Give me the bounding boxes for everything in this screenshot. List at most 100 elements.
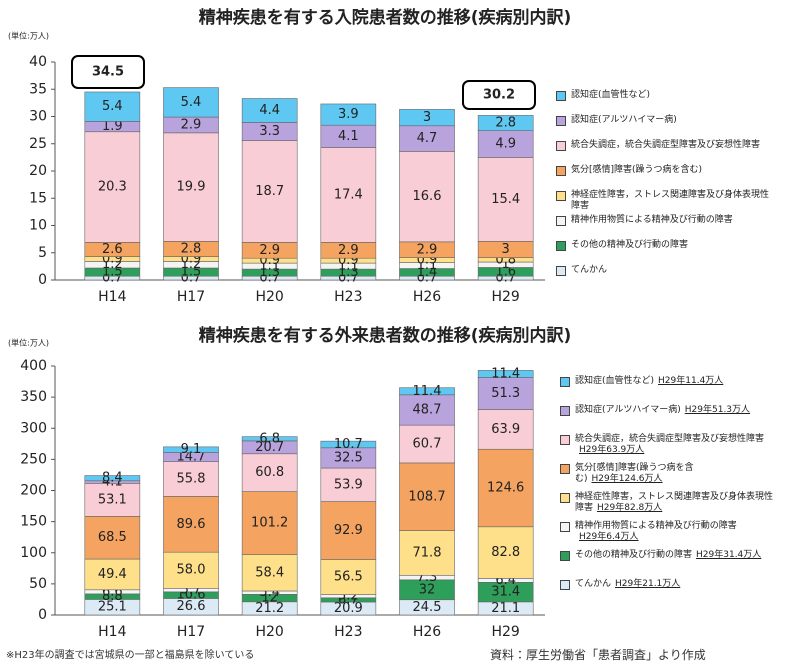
value-label: 3 xyxy=(502,242,510,257)
value-label: 20.7 xyxy=(255,440,284,455)
legend-note: H29年6.4万人 xyxy=(579,532,639,542)
value-label: 3.3 xyxy=(259,124,280,139)
legend-swatch xyxy=(560,377,570,387)
legend-note: H29年124.6万人 xyxy=(591,474,663,484)
value-label: 1.5 xyxy=(181,265,202,280)
bar-segment xyxy=(163,551,219,589)
legend-entry: 精神作用物質による精神及び行動の障害H29年6.4万人 xyxy=(560,521,780,543)
value-label: 3.9 xyxy=(338,107,359,122)
bar-segment xyxy=(241,98,298,123)
legend-note: H29年11.4万人 xyxy=(658,376,724,386)
legend-label: 統合失調症，統合失調症型障害及び妄想性障害 xyxy=(575,434,765,444)
y-axis-unit: (単位:万人) xyxy=(8,338,49,348)
legend-text-group: 精神作用物質による精神及び行動の障害H29年6.4万人 xyxy=(575,521,780,543)
legend-text-group: 神経症性障害，ストレス関連障害及び身体表現性障害 xyxy=(571,190,776,212)
x-tick-label: H17 xyxy=(177,624,205,640)
footnote: ※H23年の調査では宮城県の一部と福島県を除いている xyxy=(6,650,255,661)
value-label: 2.6 xyxy=(102,242,123,257)
value-label: 4.1 xyxy=(338,129,359,144)
annotation-box xyxy=(71,55,145,89)
value-label: 82.8 xyxy=(491,545,520,560)
value-label: 2.8 xyxy=(495,116,516,131)
value-label: 14.7 xyxy=(177,450,206,465)
value-label: 20.3 xyxy=(98,180,127,195)
value-label: 26.6 xyxy=(177,599,206,614)
legend-text-group: てんかん H29年21.1万人 xyxy=(575,579,680,590)
bar-segment xyxy=(241,436,298,442)
value-label: 31.4 xyxy=(491,585,520,600)
value-label: 89.6 xyxy=(177,517,206,532)
value-label: 2.8 xyxy=(181,241,202,256)
y-tick-label: 0 xyxy=(38,272,47,288)
value-label: 25.1 xyxy=(98,600,127,615)
bar-segment xyxy=(84,516,141,560)
legend-swatch xyxy=(556,141,566,151)
y-axis-unit: (単位:万人) xyxy=(8,31,49,41)
legend-note: H29年63.9万人 xyxy=(579,445,645,455)
bar-segment xyxy=(399,125,455,152)
legend-swatch xyxy=(560,522,570,532)
bar-segment xyxy=(241,554,298,592)
y-tick-label: 40 xyxy=(29,54,47,70)
value-label: 58.4 xyxy=(255,565,284,580)
value-label: 60.8 xyxy=(255,465,284,480)
legend-swatch xyxy=(560,464,570,474)
value-label: 20.9 xyxy=(334,601,363,616)
value-label: 15.4 xyxy=(491,192,520,207)
y-tick-label: 400 xyxy=(20,358,47,374)
value-label: 9.1 xyxy=(181,442,202,457)
value-label: 51.3 xyxy=(491,386,520,401)
legend-text-group: 認知症(血管性など) xyxy=(571,90,650,101)
legend-entry: てんかん H29年21.1万人 xyxy=(560,579,780,590)
value-label: 68.5 xyxy=(98,530,127,545)
value-label: 2.9 xyxy=(259,243,280,258)
legend-entry: 神経症性障害，ストレス関連障害及び身体表現性障害 H29年82.8万人 xyxy=(560,492,780,514)
value-label: 21.1 xyxy=(491,601,520,616)
legend-label: その他の精神及び行動の障害 xyxy=(571,240,689,250)
legend-entry: てんかん xyxy=(556,265,776,276)
x-tick-label: H26 xyxy=(413,289,441,305)
x-tick-label: H26 xyxy=(413,624,441,640)
legend-text-group: その他の精神及び行動の障害 xyxy=(571,240,688,251)
y-tick-label: 25 xyxy=(29,136,47,152)
value-label: 18.7 xyxy=(255,184,284,199)
bar-segment xyxy=(84,483,141,517)
legend-note: H29年21.1万人 xyxy=(615,579,681,589)
y-tick-label: 300 xyxy=(20,420,47,436)
legend-label: 認知症(アルツハイマー病) xyxy=(571,115,677,125)
y-tick-label: 5 xyxy=(38,245,47,261)
bar-segment xyxy=(163,496,219,553)
legend-label: 精神作用物質による精神及び行動の障害 xyxy=(575,521,737,531)
bar-segment xyxy=(163,461,219,497)
value-label: 71.8 xyxy=(413,545,442,560)
source: 資料：厚生労働省「患者調査」より作成 xyxy=(490,648,706,662)
y-tick-label: 200 xyxy=(20,483,47,499)
value-label: 4.9 xyxy=(495,137,516,152)
bar-segment xyxy=(320,559,377,595)
legend-swatch xyxy=(560,551,570,561)
bar-segment xyxy=(477,377,534,410)
value-label: 48.7 xyxy=(413,402,442,417)
bar-segment xyxy=(477,115,534,131)
legend-text-group: 認知症(血管性など) H29年11.4万人 xyxy=(575,376,723,387)
legend-text-group: 気分[感情]障害(躁うつ病を含む) xyxy=(571,165,702,176)
value-label: 124.6 xyxy=(487,481,524,496)
legend-entry: 統合失調症，統合失調症型障害及び妄想性障害 xyxy=(556,140,776,151)
value-label: 24.5 xyxy=(413,600,442,615)
y-tick-label: 50 xyxy=(29,576,47,592)
legend-note: H29年51.3万人 xyxy=(684,405,751,415)
value-label: 32.5 xyxy=(334,450,363,465)
legend-entry: その他の精神及び行動の障害 xyxy=(556,240,776,251)
legend-entry: 認知症(血管性など) H29年11.4万人 xyxy=(560,376,780,387)
legend-label: 認知症(血管性など) xyxy=(571,90,651,100)
value-label: 5.4 xyxy=(181,95,202,110)
value-label: 11.4 xyxy=(491,366,520,381)
value-label: 6.8 xyxy=(259,431,280,446)
legend-swatch xyxy=(556,216,566,226)
bar-segment xyxy=(399,462,455,531)
legend-label: 神経症性障害，ストレス関連障害及び身体表現性障害 xyxy=(571,190,770,211)
bar-segment xyxy=(84,131,141,243)
value-label: 1.9 xyxy=(102,119,123,134)
value-label: 1.5 xyxy=(102,265,123,280)
legend-label: てんかん xyxy=(571,265,608,275)
